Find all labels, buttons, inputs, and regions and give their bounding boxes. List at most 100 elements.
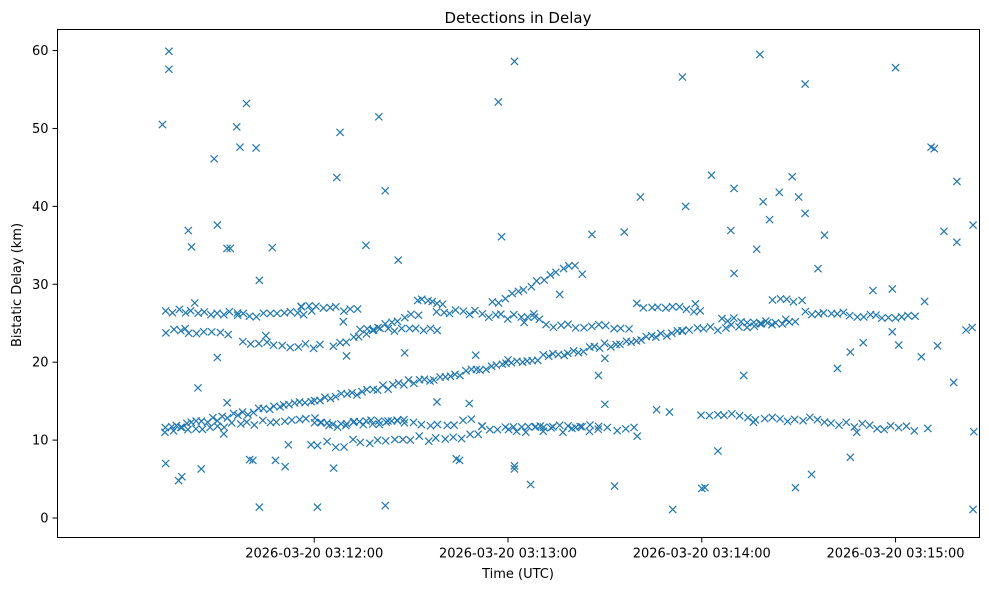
data-point	[544, 352, 553, 361]
data-point	[428, 297, 437, 306]
data-point	[306, 440, 316, 449]
data-point	[707, 171, 716, 180]
data-point	[633, 432, 642, 441]
data-point	[509, 422, 518, 431]
data-point	[284, 400, 293, 409]
data-point	[585, 427, 594, 436]
data-point	[319, 304, 328, 313]
data-point	[384, 324, 393, 333]
data-point	[600, 339, 609, 348]
data-point	[580, 323, 589, 332]
data-point	[625, 324, 634, 333]
data-point	[600, 400, 609, 409]
data-point	[783, 417, 792, 426]
data-point	[594, 425, 603, 434]
data-point	[361, 241, 370, 250]
data-point	[756, 319, 765, 328]
y-tick-label: 0	[40, 512, 48, 527]
data-point	[455, 456, 464, 465]
data-point	[223, 398, 232, 407]
data-point	[923, 424, 932, 433]
data-point	[433, 420, 442, 429]
data-point	[455, 371, 464, 380]
data-point	[834, 421, 844, 430]
data-point	[459, 307, 468, 316]
x-tick-label: 2026-03-20 03:14:00	[633, 547, 771, 562]
data-point	[216, 328, 225, 337]
data-point	[365, 439, 374, 448]
data-point	[662, 331, 671, 340]
data-point	[194, 309, 203, 318]
data-point	[207, 327, 216, 336]
data-point	[417, 420, 426, 429]
data-point	[323, 437, 332, 446]
data-point	[637, 335, 646, 345]
data-point	[266, 309, 275, 318]
data-point	[585, 420, 595, 430]
data-point	[398, 435, 407, 444]
data-point	[414, 311, 423, 320]
data-point	[390, 435, 399, 444]
data-point	[494, 97, 503, 106]
data-point	[952, 238, 961, 247]
data-point	[675, 302, 684, 311]
data-point	[286, 307, 295, 316]
data-point	[791, 317, 800, 326]
data-point	[939, 227, 949, 236]
data-point	[678, 73, 687, 82]
data-point	[218, 412, 227, 421]
data-point	[570, 261, 580, 270]
data-point	[558, 428, 567, 437]
data-point	[587, 230, 596, 239]
data-point	[791, 483, 800, 492]
data-point	[484, 313, 493, 322]
x-tick-label: 2026-03-20 03:15:00	[826, 547, 964, 562]
data-point	[610, 324, 619, 333]
data-point	[210, 154, 219, 163]
data-point	[432, 307, 441, 316]
data-point	[411, 324, 420, 333]
data-point	[760, 414, 769, 423]
data-point	[399, 415, 408, 424]
data-point	[917, 352, 926, 361]
data-point	[652, 405, 661, 414]
data-point	[523, 312, 532, 322]
data-point	[717, 314, 726, 323]
data-point	[801, 80, 810, 89]
data-point	[801, 209, 810, 218]
data-point	[497, 232, 506, 241]
data-point	[177, 472, 186, 481]
data-point	[235, 143, 244, 152]
data-point	[723, 316, 732, 326]
data-point	[590, 342, 599, 351]
data-point	[358, 387, 367, 396]
data-point	[794, 192, 803, 202]
data-point	[551, 268, 560, 277]
data-point	[400, 348, 409, 357]
data-point	[768, 413, 777, 422]
data-point	[332, 173, 341, 182]
data-point	[239, 309, 248, 318]
data-point	[315, 396, 325, 405]
data-point	[208, 413, 217, 422]
data-point	[630, 423, 639, 432]
data-point	[735, 411, 744, 420]
data-point	[564, 261, 573, 270]
y-axis-label: Bistatic Delay (km)	[10, 223, 25, 347]
data-point	[316, 418, 325, 427]
data-point	[328, 420, 337, 429]
data-point	[894, 341, 903, 350]
data-point	[158, 120, 167, 129]
plot-frame	[57, 29, 980, 538]
data-point	[601, 321, 610, 330]
data-point	[911, 312, 920, 321]
data-point	[482, 365, 491, 374]
data-point	[910, 426, 919, 435]
data-point	[311, 302, 320, 311]
data-point	[197, 464, 206, 473]
data-point	[219, 429, 228, 438]
data-point	[449, 433, 458, 442]
data-point	[691, 299, 700, 308]
data-point	[187, 418, 196, 427]
data-point	[880, 425, 889, 434]
